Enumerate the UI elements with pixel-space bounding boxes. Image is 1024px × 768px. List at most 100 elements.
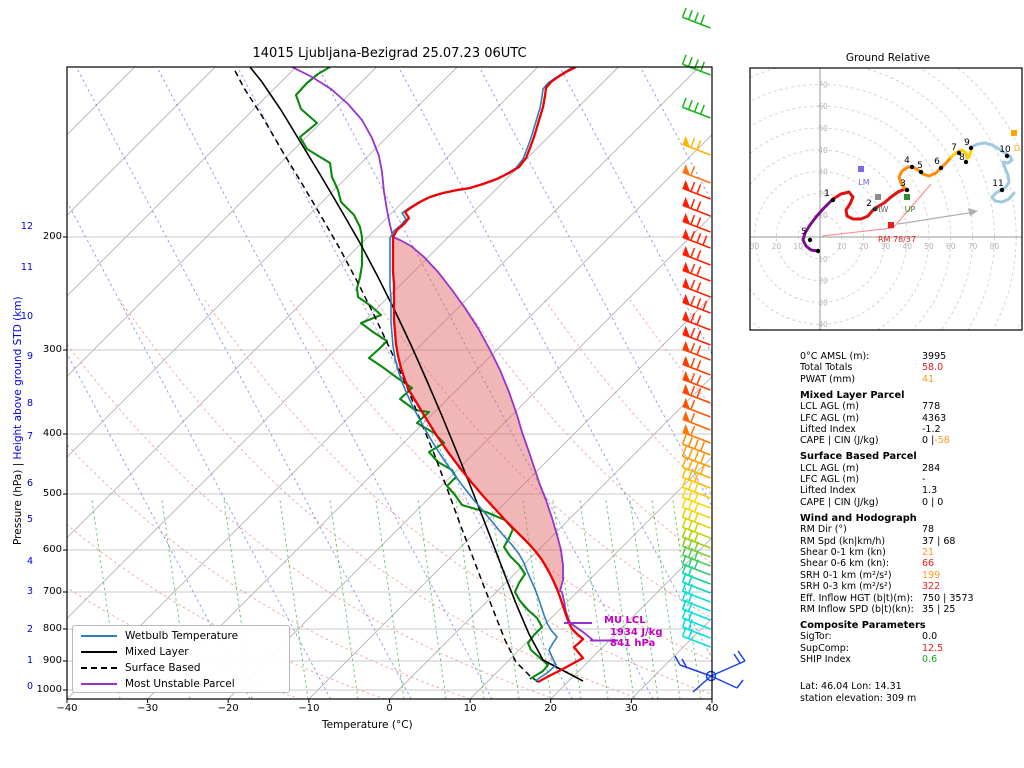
hodo-marker-lm [858, 166, 864, 172]
height-km-tick-label: 7 [26, 431, 33, 442]
hodo-marker-label-dtm: D [1014, 144, 1020, 153]
stats-row: LCL AGL (m) 778 [800, 401, 1024, 412]
stats-section-header: Composite Parameters [800, 619, 926, 631]
hodograph-height-label: 5 [917, 161, 923, 171]
stat-value: 3995 [922, 351, 947, 362]
legend-line-sample [81, 651, 117, 653]
wind-barb [681, 545, 711, 567]
wind-barb [682, 228, 711, 249]
mu-lcl-annotation-pressure: 841 hPa [610, 638, 656, 649]
wind-barb [682, 325, 711, 346]
stats-row: SupComp: 12.5 [800, 643, 1024, 654]
hodograph-height-dot [872, 206, 878, 212]
x-tick-label: 0 [386, 703, 393, 714]
hodograph-height-dot [999, 187, 1005, 193]
stats-row: SigTor: 0.0 [800, 631, 1024, 642]
hodo-ring-label: 30 [818, 168, 828, 177]
hodograph-height-label: S [801, 227, 807, 237]
height-km-tick-label: 9 [26, 351, 33, 362]
hodograph-height-dot [909, 164, 915, 170]
stat-value: 21 [922, 546, 935, 558]
stat-label: Lifted Index [800, 485, 856, 497]
stats-row: PWAT (mm) 41 [800, 374, 1024, 385]
legend-label: Mixed Layer [125, 646, 189, 658]
stat-label: SHIP Index [800, 654, 851, 665]
wind-barb [682, 383, 711, 404]
wind-barb [681, 572, 711, 594]
wind-barb [681, 554, 711, 576]
x-tick-label: −20 [217, 703, 239, 714]
stat-label: RM Dir (°) [800, 524, 847, 536]
stat-label: Eff. Inflow HGT (b|t)(m): [800, 592, 914, 604]
stat-value: 12.5 [922, 642, 944, 654]
hodo-ring-label: 10 [818, 211, 828, 220]
hodograph-height-dot [815, 248, 821, 254]
station-elevation: station elevation: 309 m [800, 693, 917, 704]
hodograph-height-label: 6 [934, 157, 940, 167]
height-km-tick-label: 5 [26, 514, 33, 525]
height-km-tick-label: 4 [26, 556, 33, 567]
stat-label: LCL AGL (m) [800, 401, 859, 413]
stat-value: -1.2 [922, 423, 941, 435]
hodo-marker-label-lm: LM [858, 178, 869, 187]
stat-value: 78 [922, 524, 935, 536]
wind-barb [681, 487, 711, 509]
hodo-ring-label: 20 [859, 242, 869, 251]
wind-barb [681, 434, 711, 456]
stats-row: LFC AGL (m) 4363 [800, 413, 1024, 424]
stats-row: LCL AGL (m) 284 [800, 463, 1024, 474]
x-axis-label: Temperature (°C) [322, 719, 413, 731]
stat-label: LFC AGL (m) [800, 412, 860, 424]
x-tick-label: 40 [705, 703, 719, 714]
hodo-ring-label: 70 [818, 80, 828, 89]
stats-row: RM Dir (°) 78 [800, 524, 1024, 535]
hodograph-height-label: 7 [951, 143, 957, 153]
stat-label: SRH 0-1 km (m²/s²) [800, 569, 892, 581]
wind-barb [681, 608, 711, 630]
wind-barb [681, 517, 711, 539]
stat-value: 66 [922, 558, 935, 570]
pressure-tick-label: 1000 [36, 684, 62, 695]
hodograph-height-dot [938, 165, 944, 171]
stats-row: RM Inflow SPD (b|t)(kn): 35 | 25 [800, 604, 1024, 615]
pressure-tick-label: 800 [42, 623, 62, 634]
stat-label: Lifted Index [800, 423, 856, 435]
stats-row: SRH 0-1 km (m²/s²) 199 [800, 570, 1024, 581]
stat-value: 0.6 [922, 654, 938, 665]
wind-barb-column [681, 7, 711, 648]
x-tick-label: 20 [544, 703, 558, 714]
wind-barb [682, 135, 711, 156]
wind-barb [681, 590, 711, 612]
hodo-ring-label: 20 [772, 242, 782, 251]
stat-value: 35 | 25 [922, 603, 956, 615]
stat-value: 41 [922, 373, 935, 385]
wind-barb [682, 179, 711, 200]
stats-row: Total Totals 58.0 [800, 362, 1024, 373]
stat-label: PWAT (mm) [800, 373, 856, 385]
stat-value: 199 [922, 569, 941, 581]
hodograph-height-label: 9 [964, 138, 970, 148]
hodograph-trace-1-3km [831, 187, 907, 221]
stat-label: SRH 0-3 km (m²/s²) [800, 581, 892, 593]
hodo-marker-label-rm: RM 78/37 [878, 235, 916, 244]
hodo-marker-mw [875, 194, 881, 200]
wind-barb [681, 477, 711, 499]
skewt-background [67, 67, 712, 699]
stat-label: 0°C AMSL (m): [800, 351, 870, 362]
x-tick-label: −40 [56, 703, 78, 714]
wind-barb [681, 563, 711, 585]
stat-label: CAPE | CIN (J/kg) [800, 496, 879, 508]
hodo-ring-label: 60 [818, 102, 828, 111]
wind-barb [682, 212, 711, 233]
hodo-ring-label: 20 [818, 189, 828, 198]
pressure-tick-label: 700 [42, 586, 62, 597]
hodograph-height-label: 3 [900, 179, 906, 189]
legend-item: Most Unstable Parcel [73, 676, 289, 692]
hodograph-height-dot [830, 197, 836, 203]
stats-row: SRH 0-3 km (m²/s²) 322 [800, 581, 1024, 592]
legend-label: Most Unstable Parcel [125, 678, 235, 690]
legend-label: Surface Based [125, 662, 201, 674]
stats-row: CAPE | CIN (J/kg) 0 | -58 [800, 435, 1024, 446]
wind-barb [682, 397, 711, 418]
hodograph-height-label: 10 [999, 145, 1011, 155]
